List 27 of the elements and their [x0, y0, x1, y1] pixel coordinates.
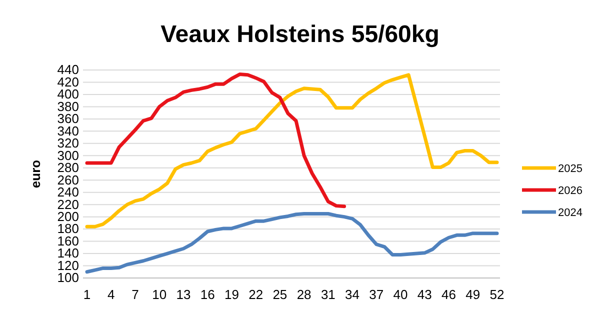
- line-series: [85, 72, 346, 208]
- line-series: [85, 73, 499, 228]
- chart-title: Veaux Holsteins 55/60kg: [160, 21, 440, 48]
- x-tick-label: 16: [200, 287, 215, 302]
- x-tick-label: 52: [490, 287, 504, 302]
- x-tick-label: 37: [369, 287, 384, 302]
- x-tick-label: 28: [296, 287, 312, 302]
- legend-label: 2024: [558, 207, 582, 219]
- y-tick-label: 100: [57, 270, 79, 286]
- x-tick-label: 46: [442, 287, 456, 302]
- legend-label: 2025: [558, 163, 582, 175]
- x-tick-label: 1: [83, 287, 91, 302]
- x-tick-label: 40: [393, 287, 408, 302]
- x-tick-label: 7: [132, 287, 139, 302]
- x-tick-label: 49: [466, 287, 480, 302]
- x-tick-label: 13: [176, 287, 191, 302]
- x-tick-label: 43: [417, 287, 432, 302]
- legend-label: 2026: [558, 185, 582, 197]
- y-axis-title: euro: [28, 160, 43, 188]
- line-series: [85, 212, 499, 274]
- x-tick-label: 31: [320, 287, 336, 302]
- x-tick-label: 10: [152, 287, 167, 302]
- x-tick-label: 19: [224, 287, 239, 302]
- x-tick-label: 22: [248, 287, 264, 302]
- x-tick-label: 34: [345, 287, 360, 302]
- x-tick-label: 4: [108, 287, 115, 302]
- x-tick-label: 25: [272, 287, 288, 302]
